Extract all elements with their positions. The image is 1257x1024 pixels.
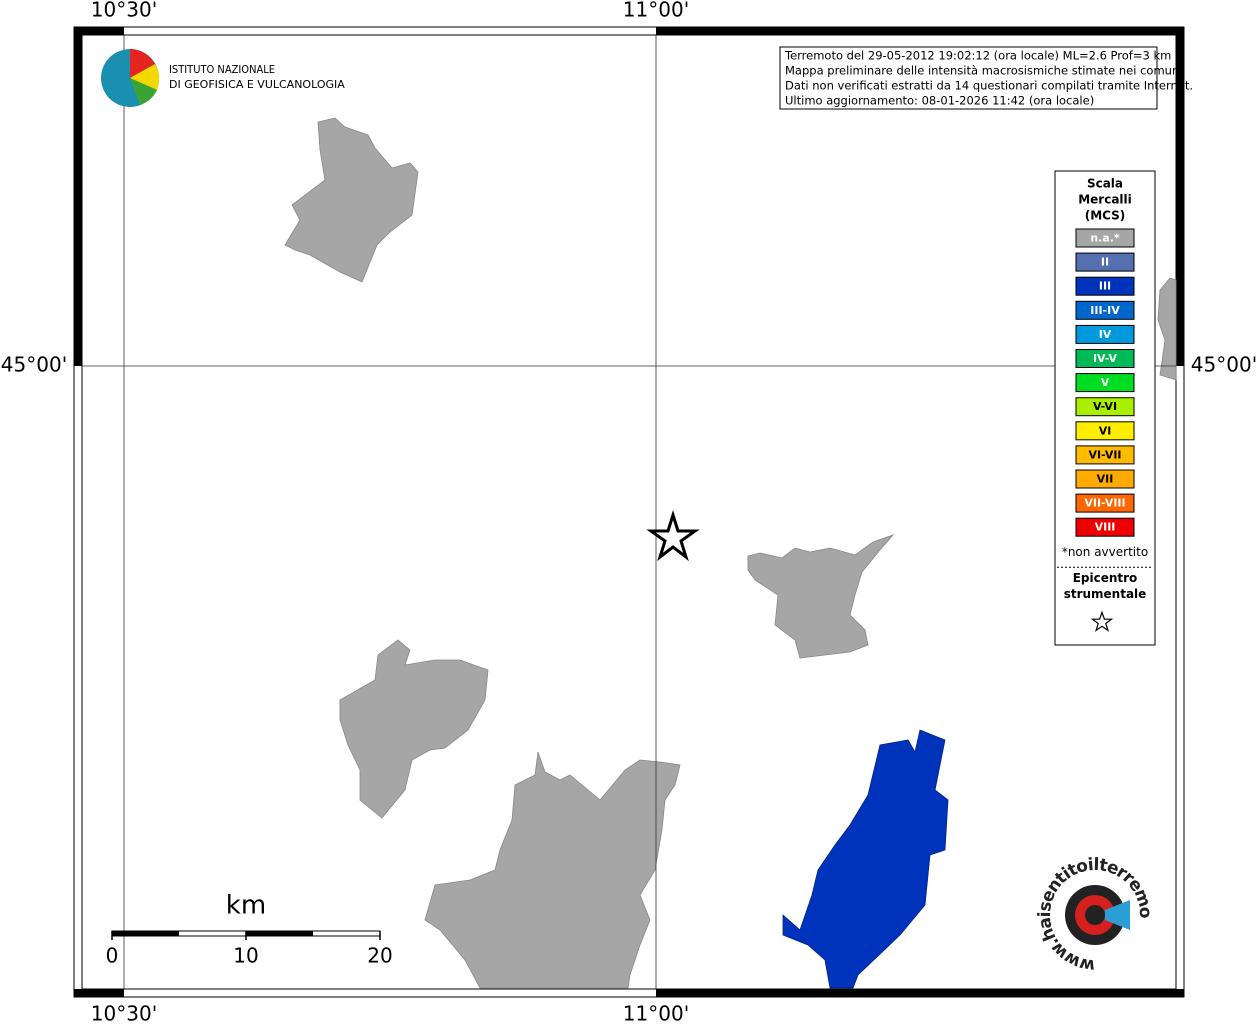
legend-swatch <box>1075 445 1135 465</box>
legend-label: III-IV <box>1090 304 1120 317</box>
legend-note: *non avvertito <box>1062 545 1148 559</box>
lon-label: 10°30' <box>91 1002 157 1024</box>
legend-swatch <box>1075 324 1135 344</box>
legend-epicenter: Epicentro <box>1073 571 1138 585</box>
legend-label: III <box>1099 280 1111 293</box>
frame-bar <box>1176 35 1184 366</box>
scale-bar: km 0 10 20 <box>106 891 393 968</box>
logo-text: ISTITUTO NAZIONALE <box>169 63 275 76</box>
legend-label: II <box>1101 256 1109 269</box>
legend-epicenter: strumentale <box>1064 587 1147 601</box>
municipality <box>339 639 489 819</box>
scale-unit: km <box>226 891 266 921</box>
info-line: Dati non verificati estratti da 14 quest… <box>785 79 1193 93</box>
legend-label: V <box>1101 376 1110 389</box>
info-line: Terremoto del 29-05-2012 19:02:12 (ora l… <box>784 49 1171 63</box>
legend-swatch <box>1075 252 1135 272</box>
legend-swatch <box>1075 300 1135 320</box>
info-line: Mappa preliminare delle intensità macros… <box>785 64 1182 78</box>
legend-swatch <box>1075 469 1135 489</box>
scale-bar-segment <box>112 931 179 936</box>
logo-ring <box>1085 905 1105 925</box>
frame-bar <box>74 989 124 997</box>
frame-outer <box>73 26 1185 998</box>
scale-tick-label: 0 <box>106 944 119 968</box>
legend-label: VI <box>1099 424 1112 437</box>
legend-swatch <box>1075 517 1135 537</box>
legend-label: VII <box>1097 473 1114 486</box>
municipality <box>284 117 419 283</box>
legend-star <box>1090 610 1114 632</box>
info-line: Ultimo aggiornamento: 08-01-2026 11:42 (… <box>785 94 1094 108</box>
legend-swatch <box>1075 276 1135 296</box>
logo-sector <box>130 78 157 105</box>
legend-title: Scala <box>1087 177 1123 191</box>
legend-label: V-VI <box>1093 400 1117 413</box>
epicenter <box>646 509 700 562</box>
ingv-logo: ISTITUTO NAZIONALE DI GEOFISICA E VULCAN… <box>101 49 345 107</box>
legend: ScalaMercalli(MCS)n.a.*IIIIIIII-IVIVIV-V… <box>1057 177 1153 632</box>
lon-label: 11°00' <box>623 0 689 22</box>
legend-label: VII-VIII <box>1084 497 1125 510</box>
lat-label: 45°00' <box>1 353 67 377</box>
frame-bar <box>74 27 124 35</box>
logo-text: DI GEOFISICA E VULCANOLOGIA <box>169 78 345 91</box>
logo-sector <box>130 64 160 90</box>
frame-bar <box>656 989 1184 997</box>
legend-swatch <box>1075 397 1135 417</box>
municipalities <box>284 117 1177 989</box>
scale-tick-label: 20 <box>367 944 392 968</box>
legend-label: IV <box>1099 328 1112 341</box>
legend-label: n.a.* <box>1090 232 1120 245</box>
legend-title: (MCS) <box>1085 209 1126 223</box>
info-text: Terremoto del 29-05-2012 19:02:12 (ora l… <box>784 49 1193 108</box>
legend-label: IV-V <box>1093 352 1118 365</box>
municipality-intensity <box>782 729 949 989</box>
legend-swatch <box>1075 349 1135 368</box>
legend-label: VI-VII <box>1088 448 1121 461</box>
lat-label: 45°00' <box>1191 353 1257 377</box>
logo-sector <box>130 49 155 78</box>
scale-bar-segment <box>246 931 313 936</box>
frame-bar <box>656 27 1184 35</box>
legend-swatch <box>1075 421 1135 441</box>
legend-title: Mercalli <box>1078 193 1132 207</box>
municipality <box>747 534 895 659</box>
municipality <box>1157 277 1177 381</box>
info-box <box>779 46 1158 110</box>
logo-speaker <box>1105 900 1130 930</box>
frame-bar <box>74 35 82 366</box>
legend-swatch <box>1075 373 1135 393</box>
legend-swatch <box>1075 228 1135 248</box>
municipality <box>424 751 681 989</box>
scale-tick-label: 10 <box>233 944 258 968</box>
lon-label: 10°30' <box>91 0 157 22</box>
legend-swatch <box>1075 493 1135 513</box>
graticule <box>82 35 1176 989</box>
legend-label: VIII <box>1095 521 1116 534</box>
lon-label: 11°00' <box>623 1002 689 1024</box>
